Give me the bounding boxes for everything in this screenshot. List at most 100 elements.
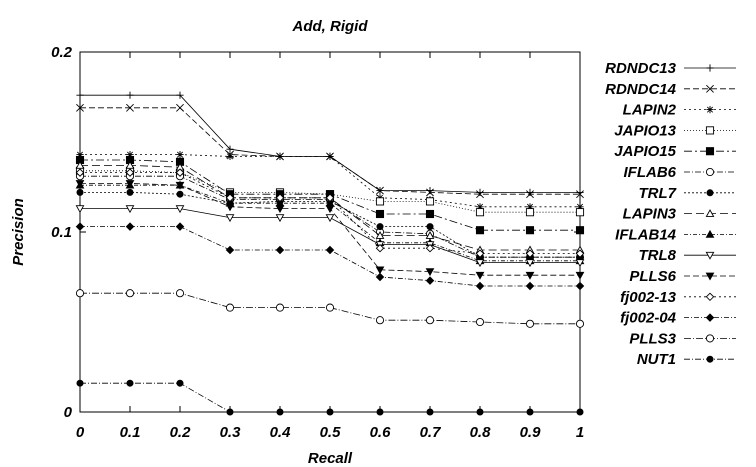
data-point (426, 408, 434, 416)
data-point (176, 91, 184, 99)
legend-label: NUT1 (637, 351, 676, 368)
data-point (525, 259, 535, 268)
data-point (575, 281, 585, 291)
x-tick-label: 1 (576, 424, 584, 441)
legend-swatch-marker (705, 167, 715, 177)
series-fj002-04 (75, 222, 585, 291)
legend-label: PLLS6 (629, 268, 676, 285)
data-point (375, 209, 385, 219)
data-point (275, 214, 285, 223)
data-point (425, 243, 435, 253)
data-point (475, 249, 485, 258)
legend-swatch-marker (705, 272, 715, 281)
legend-label: LAPIN3 (623, 206, 677, 223)
data-point (225, 214, 235, 223)
data-point (76, 91, 84, 99)
legend-item-rdndc13: RDNDC13 (605, 60, 736, 77)
data-point (475, 208, 485, 217)
data-point (76, 103, 84, 112)
legend-swatch-marker (705, 313, 715, 322)
chart-title: Add, Rigid (292, 18, 369, 35)
legend-item-plls3: PLLS3 (629, 330, 736, 347)
data-point (576, 188, 584, 196)
data-point (125, 222, 135, 231)
data-point (76, 188, 84, 196)
data-point (526, 188, 534, 196)
legend-swatch-marker (705, 251, 715, 260)
y-tick-label: 0.1 (51, 224, 72, 241)
legend-swatch-marker (705, 147, 715, 156)
y-tick-label: 0 (64, 404, 73, 421)
series-trl8 (75, 205, 585, 268)
legend-label: RDNDC14 (605, 81, 677, 98)
data-point (525, 249, 535, 258)
legend-item-trl7: TRL7 (639, 185, 736, 202)
legend-item-japio15: JAPIO15 (614, 143, 736, 160)
legend-swatch-marker (705, 292, 715, 302)
data-point (125, 160, 135, 169)
y-tick-label: 0.2 (51, 44, 73, 61)
data-point (75, 160, 85, 169)
data-point (226, 145, 234, 153)
data-point (75, 289, 85, 298)
legend-item-fj002-04: fj002-04 (620, 310, 736, 327)
legend-item-plls6: PLLS6 (629, 268, 736, 285)
data-point (576, 190, 584, 199)
data-point (475, 281, 485, 291)
legend-item-rdndc14: RDNDC14 (605, 81, 736, 98)
data-point (375, 272, 385, 282)
data-point (126, 379, 134, 387)
data-point (225, 203, 235, 212)
data-point (126, 103, 134, 112)
data-point (425, 276, 435, 285)
data-point (225, 303, 235, 312)
data-point (575, 208, 585, 217)
series-line-trl7 (80, 191, 580, 258)
data-point (525, 281, 535, 291)
legend-label: TRL7 (639, 185, 677, 202)
data-point (476, 203, 484, 211)
data-point (75, 180, 85, 188)
legend-label: IFLAB14 (615, 226, 677, 243)
data-point (325, 214, 335, 223)
data-point (125, 168, 135, 177)
data-point (275, 245, 285, 255)
legend-item-lapin3: LAPIN3 (623, 206, 736, 223)
series-line-rdndc14 (80, 107, 580, 195)
legend-swatch-marker (706, 106, 714, 114)
x-tick-label: 0.3 (220, 424, 242, 441)
series-line-rdndc13 (80, 94, 580, 193)
legend-label: LAPIN2 (623, 102, 677, 119)
data-point (476, 408, 484, 416)
data-point (425, 316, 435, 325)
data-point (425, 209, 435, 219)
data-point (575, 259, 585, 268)
legend-label: fj002-13 (620, 289, 677, 306)
data-point (476, 188, 484, 196)
data-point (75, 222, 85, 231)
data-point (125, 289, 135, 298)
data-point (176, 151, 184, 159)
data-point (376, 186, 384, 195)
data-point (175, 181, 185, 190)
data-point (276, 408, 284, 416)
legend-label: JAPIO13 (614, 122, 676, 139)
data-point (525, 319, 535, 328)
data-point (325, 245, 335, 255)
legend-label: TRL8 (639, 247, 677, 264)
data-point (76, 379, 84, 387)
data-point (475, 259, 485, 268)
legend-item-lapin2: LAPIN2 (623, 102, 736, 119)
data-point (326, 408, 334, 416)
data-point (525, 271, 535, 280)
data-point (426, 223, 434, 231)
series-fj002-13 (75, 168, 585, 258)
data-point (425, 268, 435, 277)
data-point (476, 190, 484, 199)
data-point (575, 319, 585, 328)
data-point (525, 208, 535, 217)
data-point (126, 188, 134, 196)
x-tick-label: 0.2 (170, 424, 192, 441)
legend-swatch-marker (706, 355, 714, 363)
